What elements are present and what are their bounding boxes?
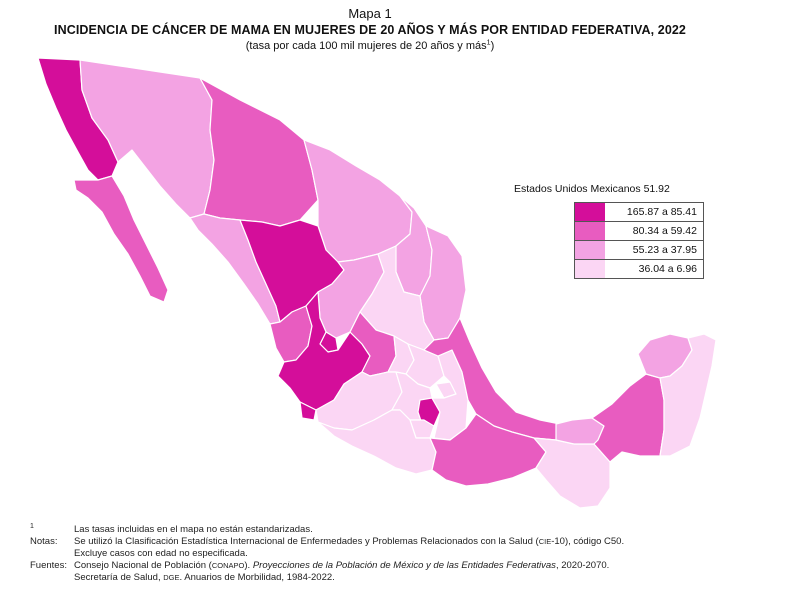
fuentes-line2-a: Secretaría de Salud, <box>74 572 164 583</box>
fuentes-label: Fuentes: <box>30 560 67 571</box>
subtitle-footnote-mark: 1 <box>486 39 491 47</box>
fuentes-row: Fuentes: Consejo Nacional de Población (… <box>30 560 770 584</box>
notas-line2: Excluye casos con edad no especificada. <box>74 548 248 559</box>
legend-row: 80.34 a 59.42 <box>575 222 703 241</box>
state-chihuahua <box>199 77 319 227</box>
legend-national-label: Estados Unidos Mexicanos 51.92 <box>514 183 670 195</box>
notas-line1-sc: CIE <box>538 537 552 546</box>
mexico-map-svg <box>37 57 717 509</box>
fuentes-line1-sc: CONAPO <box>211 561 245 570</box>
state-quintana-roo <box>659 333 717 457</box>
legend-row: 165.87 a 85.41 <box>575 203 703 222</box>
fuentes-line1-a: Consejo Nacional de Población ( <box>74 560 212 571</box>
notas-row: Notas: Se utilizó la Clasificación Estad… <box>30 536 770 560</box>
map-notes: 1 Las tasas incluidas en el mapa no está… <box>30 522 770 584</box>
map-number: Mapa 1 <box>348 6 392 21</box>
legend-label: 80.34 a 59.42 <box>632 225 697 237</box>
fuentes-text: Consejo Nacional de Población (CONAPO). … <box>74 560 770 584</box>
legend-row: 36.04 a 6.96 <box>575 260 703 278</box>
notas-label: Notas: <box>30 536 58 547</box>
notas-line1-b: -10), código C50. <box>551 536 625 547</box>
legend-label: 165.87 a 85.41 <box>626 206 697 218</box>
fuentes-line1-c: , 2020-2070. <box>555 560 610 571</box>
legend-row: 55.23 a 37.95 <box>575 241 703 260</box>
state-campeche <box>591 373 665 463</box>
map-legend: Estados Unidos Mexicanos 51.92 165.87 a … <box>496 182 704 279</box>
map-header: Mapa 1 INCIDENCIA DE CÁNCER DE MAMA EN M… <box>0 6 740 54</box>
subtitle-text: (tasa por cada 100 mil mujeres de 20 año… <box>245 40 487 52</box>
legend-label: 36.04 a 6.96 <box>638 263 697 275</box>
fuentes-line1-ital: Proyecciones de la Población de México y… <box>252 560 556 571</box>
state-colima <box>299 401 317 421</box>
fuentes-line1-b: ). <box>244 560 253 571</box>
notas-line1-a: Se utilizó la Clasificación Estadística … <box>74 536 539 547</box>
fuentes-line2-b: . Anuarios de Morbilidad, 1984-2022. <box>179 572 335 583</box>
mexico-map <box>37 57 717 509</box>
footnote-text: Las tasas incluidas en el mapa no están … <box>74 524 313 535</box>
map-subtitle: (tasa por cada 100 mil mujeres de 20 año… <box>0 39 740 54</box>
legend-label: 55.23 a 37.95 <box>632 244 697 256</box>
footnote-row: 1 Las tasas incluidas en el mapa no está… <box>30 522 770 536</box>
footnote-mark: 1 <box>30 522 74 536</box>
footnote-mark-text: 1 <box>30 522 34 530</box>
subtitle-close: ) <box>490 40 495 52</box>
fuentes-line2-sc: DGE <box>163 573 180 582</box>
notas-text: Se utilizó la Clasificación Estadística … <box>74 536 770 560</box>
state-baja-california-sur <box>73 175 169 303</box>
legend-box: 165.87 a 85.41 80.34 a 59.42 55.23 a 37.… <box>574 202 704 279</box>
map-title: INCIDENCIA DE CÁNCER DE MAMA EN MUJERES … <box>54 23 686 37</box>
